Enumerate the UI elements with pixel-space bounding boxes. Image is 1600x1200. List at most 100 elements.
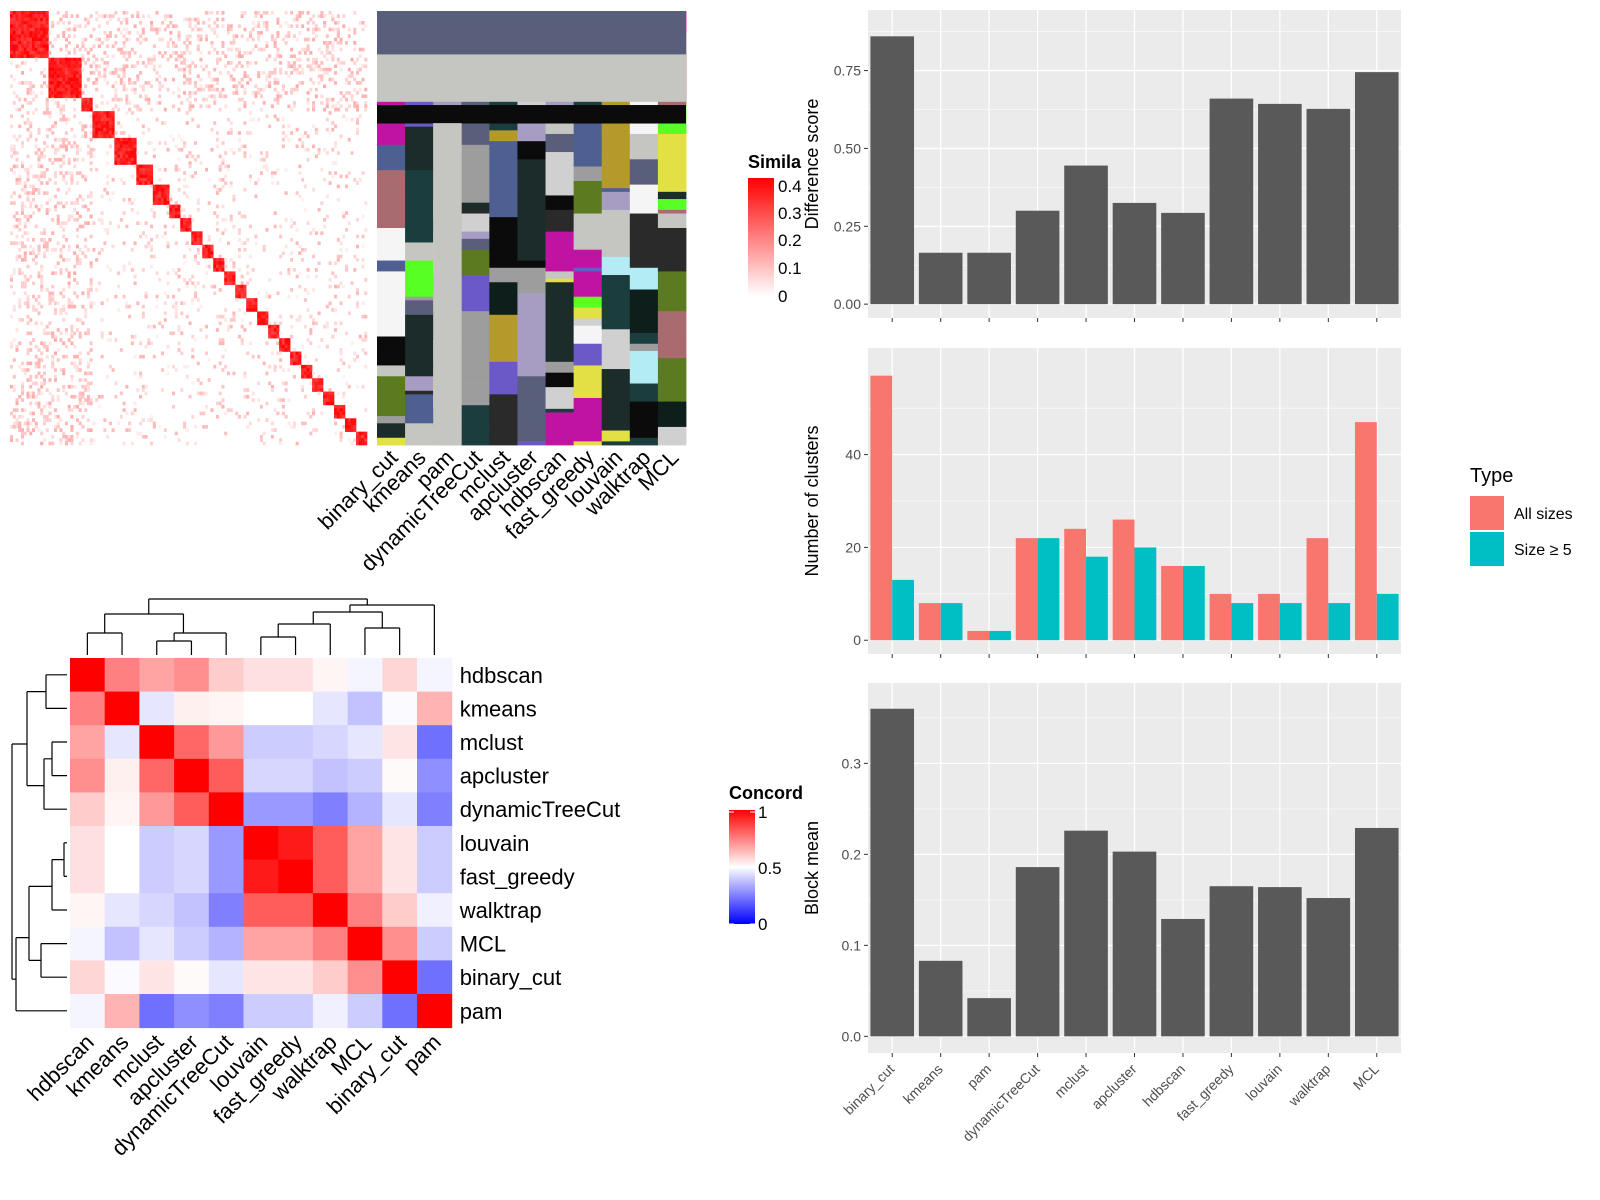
membership-cell	[377, 278, 406, 283]
similarity-cell	[78, 74, 82, 79]
membership-cell	[517, 191, 546, 196]
membership-cell	[545, 282, 575, 287]
similarity-cell	[70, 61, 74, 65]
similarity-cell	[204, 37, 209, 42]
membership-cell	[433, 300, 462, 305]
similarity-cell	[336, 184, 340, 189]
similarity-cell	[122, 211, 126, 215]
membership-cell	[601, 202, 631, 207]
membership-cell	[377, 144, 406, 149]
similarity-cell	[37, 191, 41, 195]
similarity-cell	[265, 74, 269, 79]
similarity-cell	[183, 254, 187, 259]
similarity-cell	[48, 41, 52, 45]
similarity-cell	[265, 294, 269, 299]
similarity-cell	[312, 408, 316, 412]
membership-cell	[629, 365, 659, 370]
similarity-cell	[75, 217, 79, 222]
similarity-cell	[339, 254, 343, 259]
membership-cell	[489, 289, 518, 294]
membership-cell	[629, 285, 659, 290]
similarity-cell	[78, 94, 82, 99]
similarity-cell	[174, 271, 178, 276]
similarity-cell	[183, 301, 187, 306]
similarity-cell	[64, 61, 68, 65]
membership-cell	[377, 401, 406, 406]
similarity-cell	[345, 77, 349, 82]
similarity-cell	[364, 104, 368, 109]
similarity-cell	[312, 381, 316, 386]
similarity-cell	[40, 27, 44, 32]
membership-cell	[405, 260, 434, 265]
similarity-cell	[312, 14, 316, 18]
similarity-cell	[287, 104, 291, 109]
similarity-cell	[26, 34, 30, 39]
similarity-cell	[141, 231, 145, 235]
similarity-cell	[180, 137, 184, 142]
membership-cell	[657, 144, 687, 149]
membership-cell	[573, 311, 603, 316]
membership-cell	[405, 166, 434, 171]
similarity-cell	[353, 424, 357, 429]
membership-cell	[573, 144, 603, 149]
similarity-cell	[23, 181, 27, 185]
similarity-cell	[12, 424, 16, 429]
similarity-cell	[48, 418, 52, 422]
membership-cell	[517, 408, 546, 413]
similarity-cell	[31, 51, 36, 55]
membership-cell	[489, 416, 518, 421]
similarity-cell	[67, 434, 71, 439]
similarity-cell	[10, 47, 14, 52]
similarity-cell	[53, 194, 57, 199]
heatmap-cell	[278, 960, 314, 995]
similarity-cell	[10, 154, 14, 159]
similarity-cell	[356, 127, 360, 132]
similarity-cell	[172, 294, 176, 299]
similarity-cell	[210, 244, 214, 249]
similarity-cell	[106, 191, 110, 195]
similarity-cell	[301, 71, 305, 75]
similarity-cell	[45, 134, 49, 139]
membership-cell	[461, 343, 490, 348]
similarity-cell	[84, 314, 88, 319]
similarity-cell	[276, 94, 280, 99]
similarity-cell	[295, 14, 299, 18]
membership-cell	[573, 217, 603, 222]
similarity-cell	[339, 37, 343, 42]
similarity-cell	[34, 14, 38, 18]
similarity-cell	[23, 291, 27, 296]
membership-cell	[461, 354, 490, 359]
similarity-cell	[166, 271, 170, 276]
membership-cell	[377, 126, 406, 131]
similarity-cell	[339, 104, 343, 109]
similarity-cell	[336, 31, 340, 35]
membership-cell	[545, 387, 575, 392]
similarity-cell	[325, 394, 329, 399]
similarity-cell	[306, 361, 310, 366]
membership-cell	[377, 361, 406, 366]
similarity-cell	[81, 91, 85, 95]
similarity-cell	[270, 37, 274, 42]
membership-cell	[461, 228, 490, 233]
similarity-cell	[317, 81, 321, 85]
similarity-cell	[361, 27, 365, 32]
membership-cell	[545, 303, 575, 308]
membership-cell	[545, 293, 575, 298]
membership-cell	[377, 162, 406, 167]
similarity-cell	[29, 27, 33, 32]
similarity-cell	[59, 441, 63, 446]
similarity-cell	[26, 391, 30, 396]
membership-cell	[377, 314, 406, 319]
similarity-cell	[259, 94, 263, 99]
heatmap-cell	[70, 960, 106, 995]
similarity-cell	[12, 147, 16, 152]
membership-cell	[573, 101, 603, 106]
similarity-cell	[108, 131, 112, 135]
similarity-cell	[325, 398, 329, 402]
similarity-cell	[169, 54, 173, 59]
membership-cell	[405, 126, 434, 131]
similarity-cell	[64, 331, 68, 336]
similarity-cell	[226, 24, 230, 28]
similarity-cell	[290, 354, 294, 359]
similarity-cell	[199, 328, 203, 332]
